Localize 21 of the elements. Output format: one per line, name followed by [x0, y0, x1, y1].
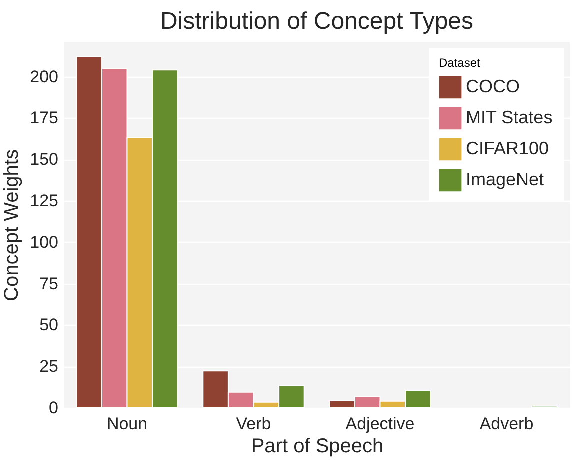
x-tick-label: Verb [236, 414, 272, 434]
y-tick-label: 125 [30, 191, 58, 210]
legend-label: CIFAR100 [466, 138, 550, 158]
y-tick-label: 75 [40, 274, 58, 294]
legend-title: Dataset [439, 56, 482, 70]
chart-title: Distribution of Concept Types [160, 8, 474, 35]
y-tick-label: 0 [49, 398, 58, 418]
y-tick-label: 50 [40, 316, 58, 335]
x-tick-label: Noun [106, 414, 148, 434]
y-tick-label: 25 [40, 357, 58, 376]
x-axis-title: Part of Speech [251, 436, 384, 458]
y-axis-title: Concept Weights [1, 150, 24, 302]
y-tick-label: 200 [30, 67, 58, 86]
y-tick-label: 175 [30, 108, 58, 128]
x-tick-label: Adverb [480, 414, 534, 434]
legend-label: ImageNet [466, 170, 544, 190]
y-tick-label: 100 [30, 232, 58, 252]
legend-label: COCO [466, 76, 520, 96]
legend-label: MIT States [466, 108, 553, 128]
y-tick-label: 150 [30, 150, 58, 170]
x-tick-label: Adjective [346, 414, 415, 434]
